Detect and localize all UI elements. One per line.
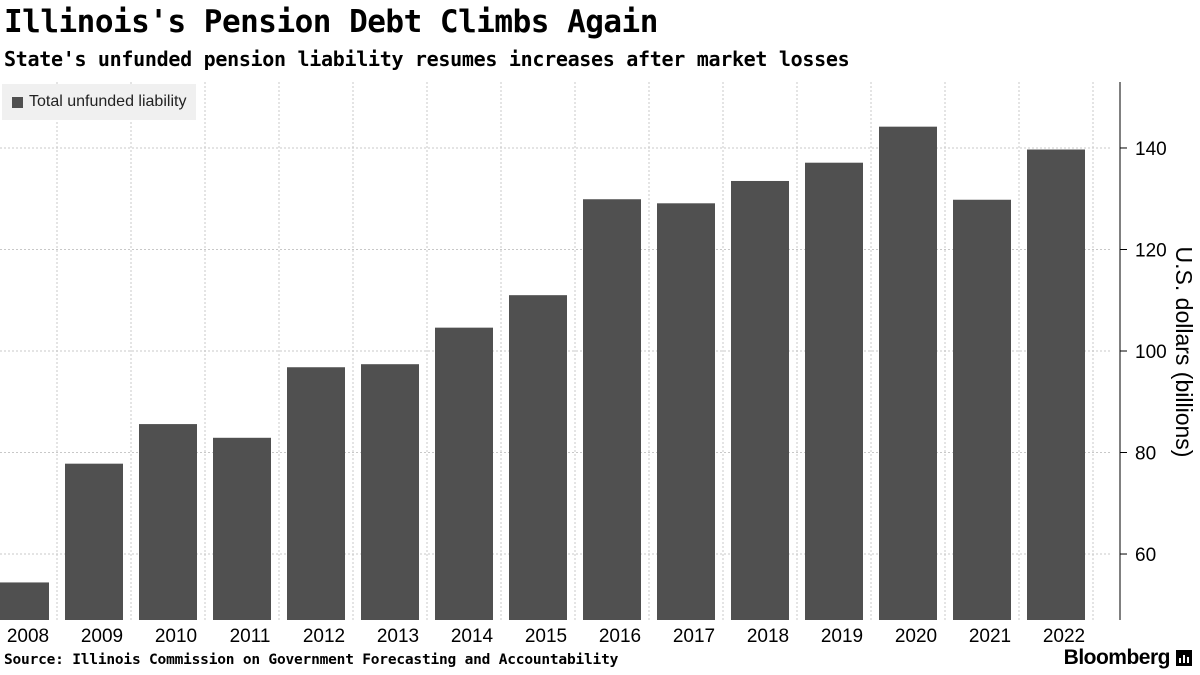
legend-label: Total unfunded liability xyxy=(29,93,187,110)
source-note: Source: Illinois Commission on Governmen… xyxy=(4,652,619,668)
bar-2014 xyxy=(435,327,493,620)
bar-2011 xyxy=(213,437,271,620)
x-tick-label: 2017 xyxy=(673,626,715,647)
bar-2013 xyxy=(361,364,419,620)
legend: Total unfunded liability xyxy=(2,84,197,120)
bar-2018 xyxy=(731,180,789,621)
bar-2015 xyxy=(509,295,567,620)
chart-subtitle: State's unfunded pension liability resum… xyxy=(4,47,850,71)
brand-logo: Bloomberg xyxy=(1064,646,1192,670)
x-tick-label: 2015 xyxy=(525,626,567,647)
legend-swatch xyxy=(12,96,23,108)
x-axis-labels: 2008 2009 2010 2011 2012 2013 2014 2015 2016 2017… xyxy=(7,626,1085,647)
y-axis: 60 80 100 120 140 xyxy=(1119,82,1167,620)
y-tick-label: 140 xyxy=(1135,139,1167,160)
x-tick-label: 2008 xyxy=(7,626,49,647)
chart-title: Illinois's Pension Debt Climbs Again xyxy=(4,4,658,40)
y-tick-label: 120 xyxy=(1135,240,1167,261)
bar-2010 xyxy=(139,424,197,620)
bar-2022 xyxy=(1027,149,1085,620)
x-tick-label: 2011 xyxy=(230,626,271,647)
bar-2012 xyxy=(287,367,345,620)
x-tick-label: 2022 xyxy=(1043,626,1085,647)
x-tick-label: 2014 xyxy=(451,626,494,647)
x-tick-label: 2016 xyxy=(599,626,641,647)
brand-name: Bloomberg xyxy=(1063,646,1171,669)
x-tick-label: 2019 xyxy=(821,626,863,647)
bars xyxy=(0,126,1085,621)
y-tick-label: 80 xyxy=(1135,444,1156,465)
x-tick-label: 2012 xyxy=(303,626,345,647)
x-tick-label: 2010 xyxy=(155,626,197,647)
x-tick-label: 2021 xyxy=(969,626,1011,647)
y-tick-label: 100 xyxy=(1135,342,1167,363)
bar-2008 xyxy=(0,582,49,620)
bar-chart-icon xyxy=(1176,650,1192,666)
bar-2017 xyxy=(657,203,715,620)
x-tick-label: 2013 xyxy=(377,626,419,647)
bar-2021 xyxy=(953,199,1011,620)
x-tick-label: 2018 xyxy=(747,626,789,647)
y-axis-label: U.S. dollars (billions) xyxy=(1171,247,1197,458)
y-tick-label: 60 xyxy=(1135,545,1156,566)
x-tick-label: 2009 xyxy=(81,626,123,647)
bar-2020 xyxy=(879,126,937,620)
x-tick-label: 2020 xyxy=(895,626,937,647)
bar-2016 xyxy=(583,199,641,620)
bar-2009 xyxy=(65,463,123,620)
bar-2019 xyxy=(805,162,863,620)
